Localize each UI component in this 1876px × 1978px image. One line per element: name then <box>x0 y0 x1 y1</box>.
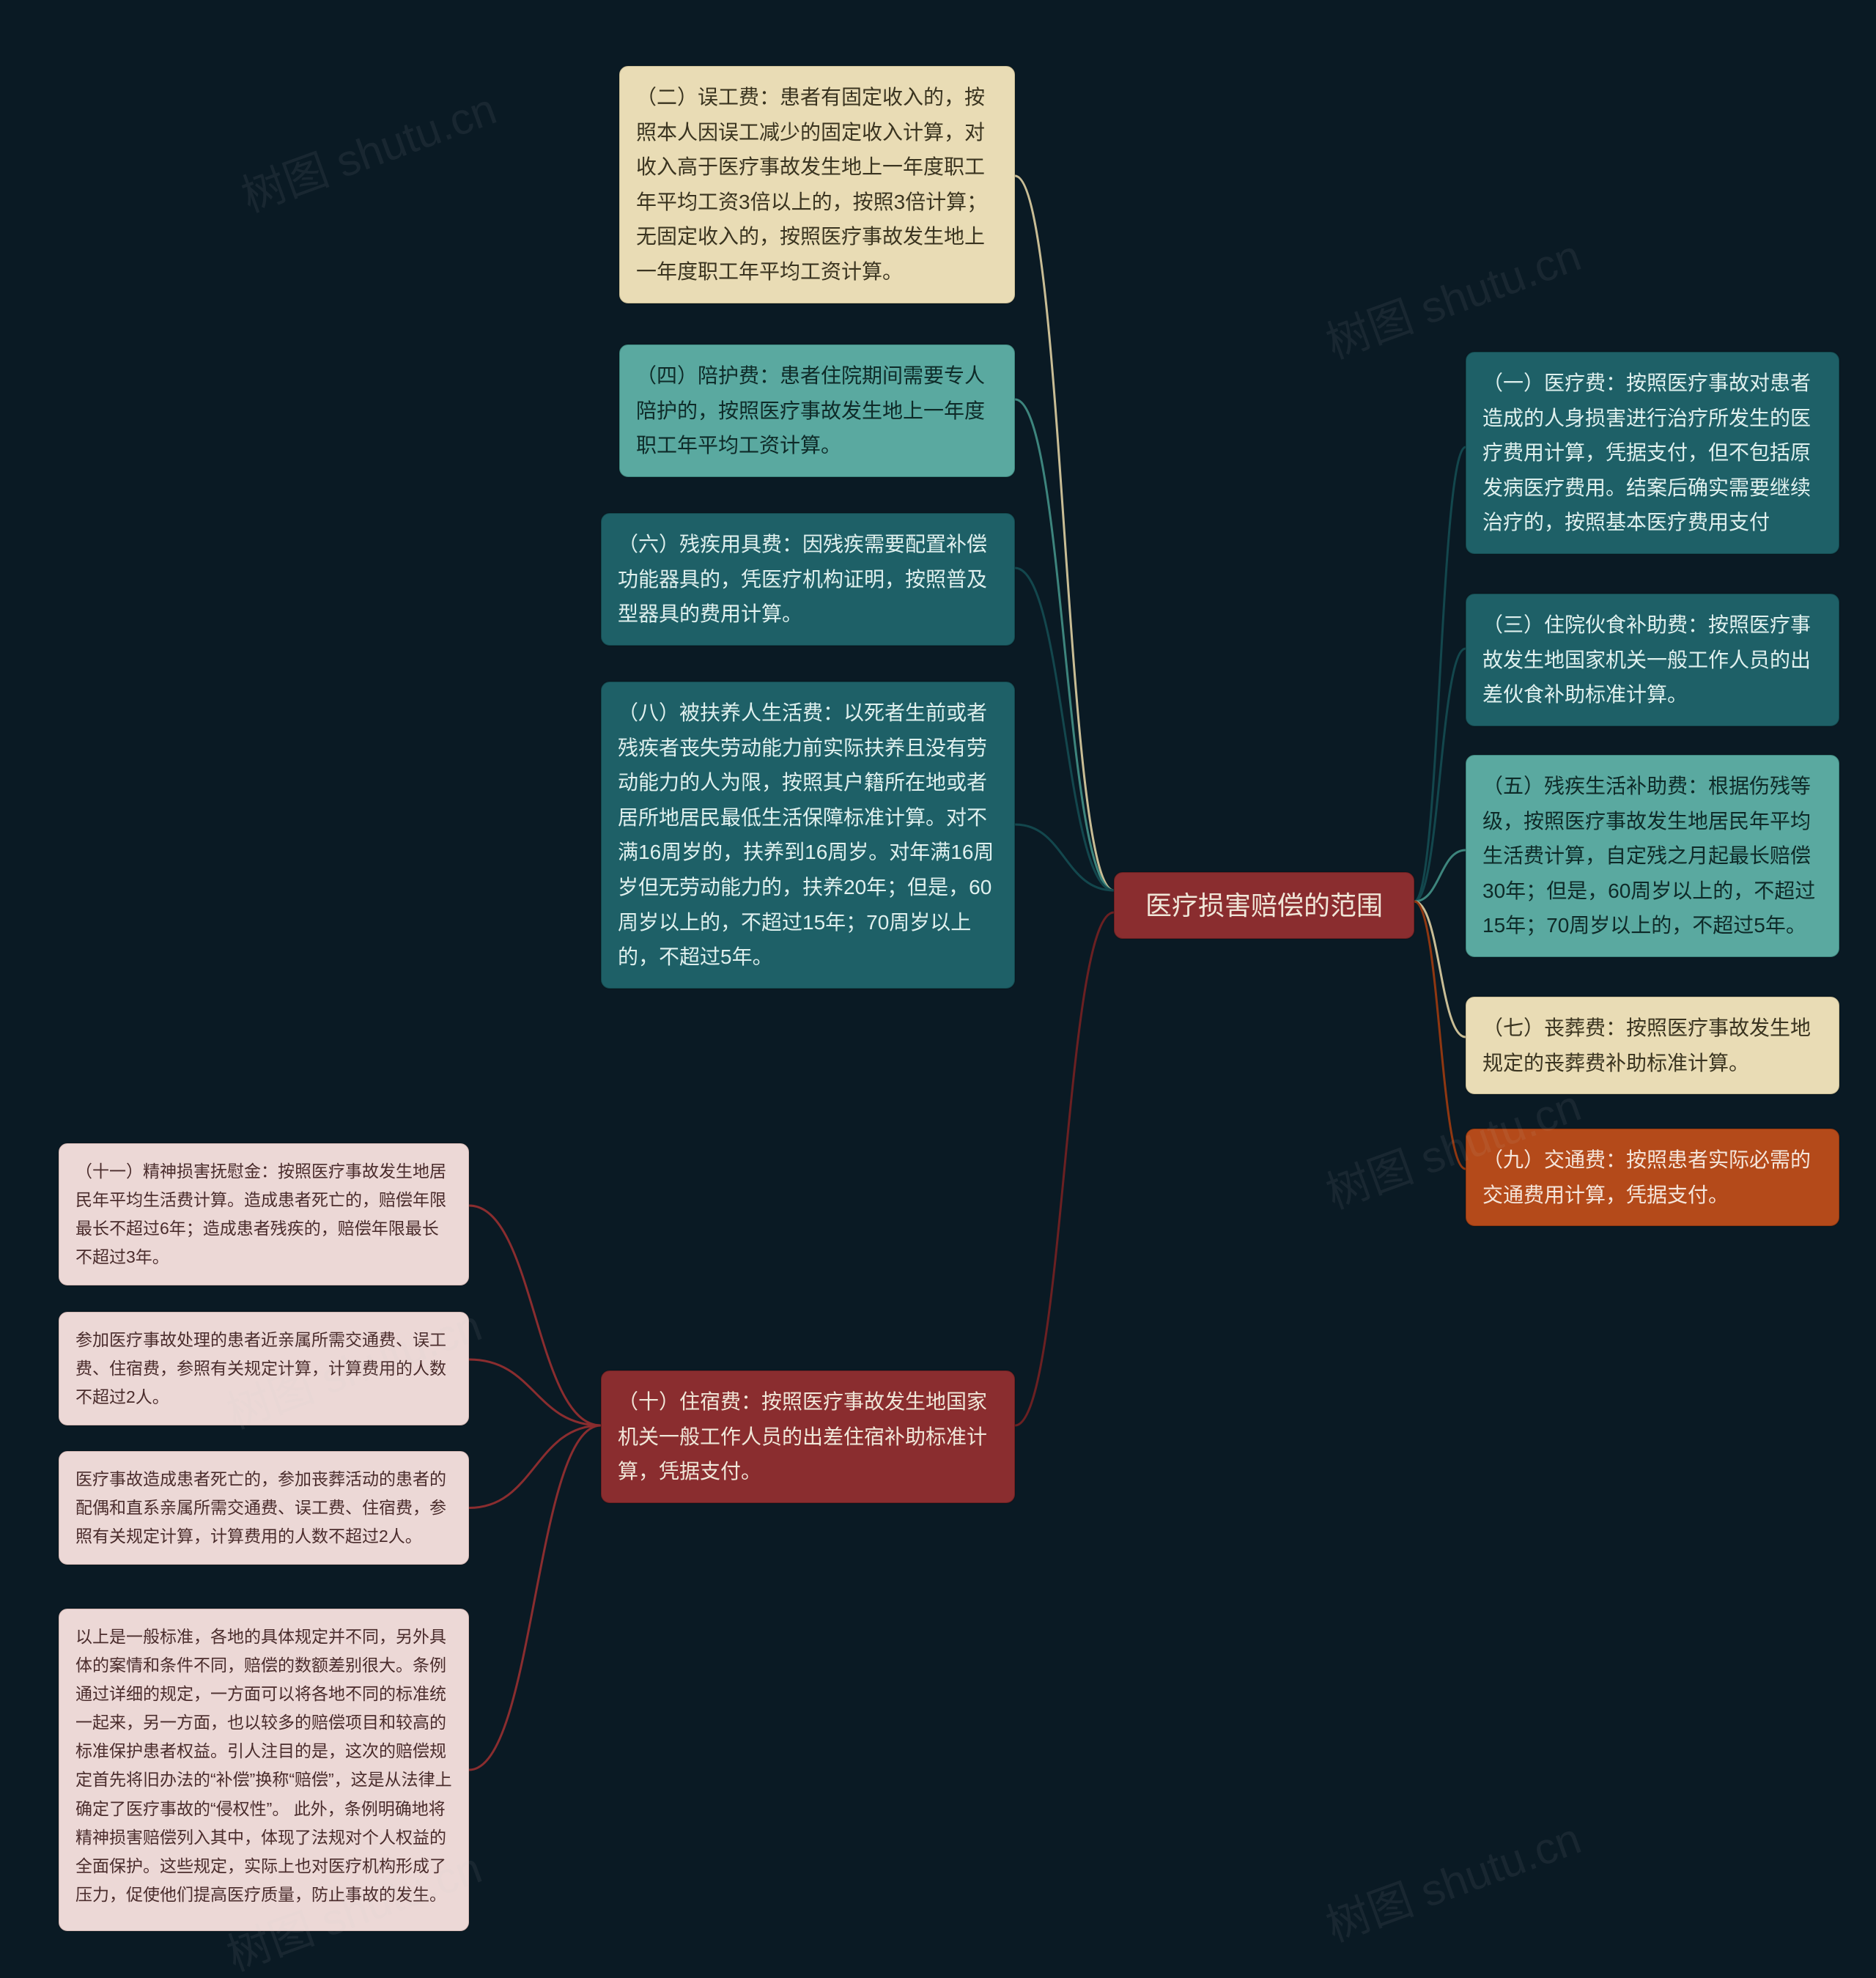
sub-node-s13: 医疗事故造成患者死亡的，参加丧葬活动的患者的配偶和直系亲属所需交通费、误工费、住… <box>59 1451 469 1565</box>
sub-node-s12: 参加医疗事故处理的患者近亲属所需交通费、误工费、住宿费，参照有关规定计算，计算费… <box>59 1312 469 1425</box>
right-node-r1: （一）医疗费：按照医疗事故对患者造成的人身损害进行治疗所发生的医疗费用计算，凭据… <box>1466 352 1839 554</box>
right-node-label: （一）医疗费：按照医疗事故对患者造成的人身损害进行治疗所发生的医疗费用计算，凭据… <box>1482 372 1811 534</box>
sub-node-label: （十一）精神损害抚慰金：按照医疗事故发生地居民年平均生活费计算。造成患者死亡的，… <box>75 1162 446 1266</box>
left-node-label: （四）陪护费：患者住院期间需要专人陪护的，按照医疗事故发生地上一年度职工年平均工… <box>636 364 985 457</box>
left-node-l10: （十）住宿费：按照医疗事故发生地国家机关一般工作人员的出差住宿补助标准计算，凭据… <box>601 1370 1015 1503</box>
watermark: 树图 shutu.cn <box>1316 1803 1588 1954</box>
watermark: 树图 shutu.cn <box>1316 220 1588 371</box>
right-node-label: （五）残疾生活补助费：根据伤残等级，按照医疗事故发生地居民年平均生活费计算，自定… <box>1482 775 1815 937</box>
right-node-label: （九）交通费：按照患者实际必需的交通费用计算，凭据支付。 <box>1482 1148 1811 1206</box>
right-node-r5: （五）残疾生活补助费：根据伤残等级，按照医疗事故发生地居民年平均生活费计算，自定… <box>1466 755 1839 957</box>
right-node-r7: （七）丧葬费：按照医疗事故发生地规定的丧葬费补助标准计算。 <box>1466 997 1839 1094</box>
sub-node-label: 以上是一般标准，各地的具体规定并不同，另外具体的案情和条件不同，赔偿的数额差别很… <box>75 1627 452 1904</box>
left-node-l8: （八）被扶养人生活费：以死者生前或者残疾者丧失劳动能力前实际扶养且没有劳动能力的… <box>601 682 1015 989</box>
watermark: 树图 shutu.cn <box>232 73 503 224</box>
sub-node-s11: （十一）精神损害抚慰金：按照医疗事故发生地居民年平均生活费计算。造成患者死亡的，… <box>59 1143 469 1285</box>
sub-node-s14: 以上是一般标准，各地的具体规定并不同，另外具体的案情和条件不同，赔偿的数额差别很… <box>59 1609 469 1931</box>
right-node-label: （三）住院伙食补助费：按照医疗事故发生地国家机关一般工作人员的出差伙食补助标准计… <box>1482 613 1811 706</box>
root-label: 医疗损害赔偿的范围 <box>1145 883 1383 928</box>
right-node-r9: （九）交通费：按照患者实际必需的交通费用计算，凭据支付。 <box>1466 1129 1839 1226</box>
right-node-label: （七）丧葬费：按照医疗事故发生地规定的丧葬费补助标准计算。 <box>1482 1016 1811 1074</box>
left-node-label: （十）住宿费：按照医疗事故发生地国家机关一般工作人员的出差住宿补助标准计算，凭据… <box>618 1390 987 1483</box>
sub-node-label: 参加医疗事故处理的患者近亲属所需交通费、误工费、住宿费，参照有关规定计算，计算费… <box>75 1330 446 1406</box>
left-node-label: （二）误工费：患者有固定收入的，按照本人因误工减少的固定收入计算，对收入高于医疗… <box>636 86 987 283</box>
mindmap-canvas: { "canvas": { "width": 2560, "height": 2… <box>0 0 1876 1978</box>
sub-node-label: 医疗事故造成患者死亡的，参加丧葬活动的患者的配偶和直系亲属所需交通费、误工费、住… <box>75 1469 446 1546</box>
right-node-r3: （三）住院伙食补助费：按照医疗事故发生地国家机关一般工作人员的出差伙食补助标准计… <box>1466 594 1839 726</box>
left-node-label: （八）被扶养人生活费：以死者生前或者残疾者丧失劳动能力前实际扶养且没有劳动能力的… <box>618 701 994 968</box>
left-node-l6: （六）残疾用具费：因残疾需要配置补偿功能器具的，凭医疗机构证明，按照普及型器具的… <box>601 513 1015 646</box>
left-node-l2: （二）误工费：患者有固定收入的，按照本人因误工减少的固定收入计算，对收入高于医疗… <box>619 66 1015 303</box>
left-node-label: （六）残疾用具费：因残疾需要配置补偿功能器具的，凭医疗机构证明，按照普及型器具的… <box>618 533 987 625</box>
root-node: 医疗损害赔偿的范围 <box>1114 872 1414 939</box>
left-node-l4: （四）陪护费：患者住院期间需要专人陪护的，按照医疗事故发生地上一年度职工年平均工… <box>619 344 1015 477</box>
